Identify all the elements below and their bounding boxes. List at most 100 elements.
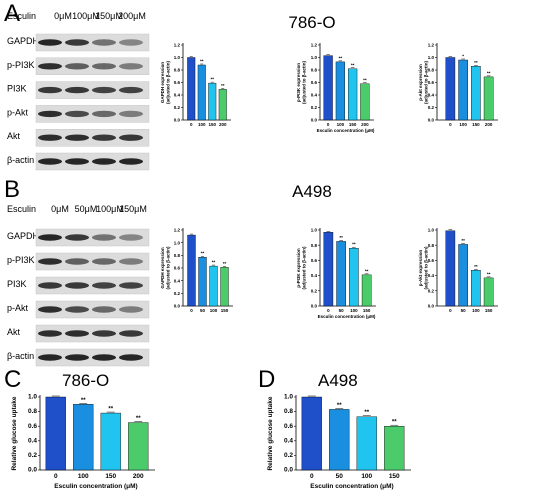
- bar: [471, 66, 481, 121]
- lane-label: 150μM: [95, 11, 123, 21]
- significance-mark: **: [223, 261, 227, 266]
- panel-letter-d: D: [258, 366, 275, 393]
- lane-label: 0μM: [54, 11, 72, 21]
- bar: [197, 64, 206, 121]
- x-tick-label: 150: [208, 122, 216, 127]
- blot-band: [92, 330, 116, 337]
- significance-mark: **: [365, 268, 369, 273]
- x-tick-label: 50: [200, 308, 206, 313]
- bar: [458, 59, 468, 121]
- y-tick-label: 0.2: [174, 291, 181, 296]
- y-tick-label: 1.0: [174, 240, 181, 245]
- x-tick-label: 100: [472, 308, 480, 313]
- x-tick-label: 100: [210, 308, 218, 313]
- y-tick-label: 1.0: [311, 55, 318, 60]
- y-tick-label: 1.0: [428, 228, 435, 233]
- cell-line-title-d: A498: [318, 371, 358, 390]
- lane-label: 200μM: [118, 11, 146, 21]
- blot-band: [38, 134, 62, 141]
- bar: [187, 234, 196, 307]
- y-tick-label: 0.8: [284, 408, 293, 415]
- x-tick-label: 0: [449, 308, 452, 313]
- significance-mark: **: [210, 77, 214, 82]
- significance-mark: **: [461, 238, 465, 243]
- blot-band: [119, 354, 143, 361]
- blot-band: [38, 354, 62, 361]
- x-tick-label: 150: [349, 122, 357, 127]
- blot-band: [38, 258, 62, 265]
- bar: [335, 61, 345, 121]
- bar-chart: 0.0 0.2 0.4 0.6 0.8 1.0 0 ** 50 ** 100 ** 150Esculin…: [296, 228, 376, 319]
- y-axis-title: (adjusted to β-actin): [302, 246, 307, 289]
- blot-band: [119, 86, 143, 94]
- blot-row-label: p-PI3K: [7, 255, 35, 265]
- y-tick-label: 0.8: [428, 68, 435, 73]
- bar: [483, 277, 494, 307]
- y-tick-label: 0.4: [311, 93, 318, 98]
- y-tick-label: 0.2: [428, 105, 435, 110]
- significance-mark: **: [363, 77, 367, 82]
- blot-band: [38, 39, 62, 46]
- y-tick-label: 1.2: [174, 228, 181, 233]
- panel-letter-b: B: [4, 176, 20, 203]
- bar-chart: 0.0 0.2 0.4 0.6 0.8 1.0 1.2 0 ** 50 ** 100 ** 150 GAPD…: [160, 228, 233, 313]
- panel-letter-a: A: [4, 0, 20, 27]
- bar: [349, 248, 359, 307]
- significance-mark: **: [352, 242, 356, 247]
- y-tick-label: 1.2: [311, 43, 318, 48]
- bar: [220, 267, 229, 307]
- x-tick-label: 200: [485, 122, 493, 127]
- x-tick-label: 100: [337, 122, 345, 127]
- significance-mark: **: [364, 410, 369, 416]
- blot-band: [119, 234, 143, 241]
- y-tick-label: 0.2: [284, 452, 293, 459]
- y-tick-label: 0.2: [174, 105, 181, 110]
- blot-band: [119, 39, 143, 46]
- x-tick-label: 150: [485, 308, 493, 313]
- blot-band: [92, 158, 116, 165]
- blot-band: [65, 354, 89, 361]
- blot-band: [92, 134, 116, 141]
- y-tick-label: 1.0: [428, 55, 435, 60]
- lane-label: 150μM: [119, 204, 147, 214]
- y-axis-title: (adjusted to β-actin): [424, 61, 429, 104]
- bar-charts: 0.0 0.2 0.4 0.6 0.8 1.0 1.2 0 ** 100 ** 150 ** 200 GAP…: [11, 43, 498, 490]
- blot-band: [92, 354, 116, 361]
- blot-row-label: PI3K: [7, 84, 27, 94]
- blot-band: [92, 306, 116, 313]
- y-tick-label: 1.0: [284, 394, 293, 401]
- y-tick-label: 0.2: [428, 288, 435, 293]
- blot-row-label: β-actin: [7, 351, 34, 361]
- y-axis-title: GAPDH expression: [160, 247, 165, 289]
- bar: [100, 412, 121, 471]
- y-tick-label: 0.4: [284, 437, 293, 444]
- x-tick-label: 0: [190, 308, 193, 313]
- bar: [483, 76, 494, 121]
- significance-mark: **: [201, 251, 205, 256]
- bar-chart: 0.0 0.2 0.4 0.6 0.8 1.0 1.2 0 * 100 ** 150 ** 200 p-Ak…: [418, 43, 498, 127]
- blot-band: [119, 158, 143, 165]
- bar: [361, 274, 372, 307]
- y-tick-label: 0.8: [428, 243, 435, 248]
- significance-mark: **: [351, 62, 355, 67]
- y-tick-label: 0.0: [284, 467, 293, 474]
- y-tick-label: 0.0: [428, 118, 435, 123]
- blot-band: [65, 63, 89, 70]
- y-tick-label: 0.6: [428, 80, 435, 85]
- y-tick-label: 0.4: [428, 93, 435, 98]
- blot-band: [38, 330, 62, 337]
- significance-mark: **: [339, 55, 343, 60]
- treatment-label: Esculin: [7, 11, 36, 21]
- y-tick-label: 0.6: [311, 258, 318, 263]
- blot-row-label: p-PI3K: [7, 60, 35, 70]
- significance-mark: **: [81, 398, 86, 404]
- significance-mark: **: [474, 264, 478, 269]
- y-tick-label: 0.8: [174, 68, 181, 73]
- x-tick-label: 0: [190, 122, 193, 127]
- y-tick-label: 0.8: [311, 243, 318, 248]
- bar: [336, 241, 346, 307]
- bar-chart: 0.0 0.2 0.4 0.6 0.8 1.0 0 ** 100 ** 150 ** 200 Esculi…: [11, 394, 155, 490]
- lane-label: 100μM: [96, 204, 124, 214]
